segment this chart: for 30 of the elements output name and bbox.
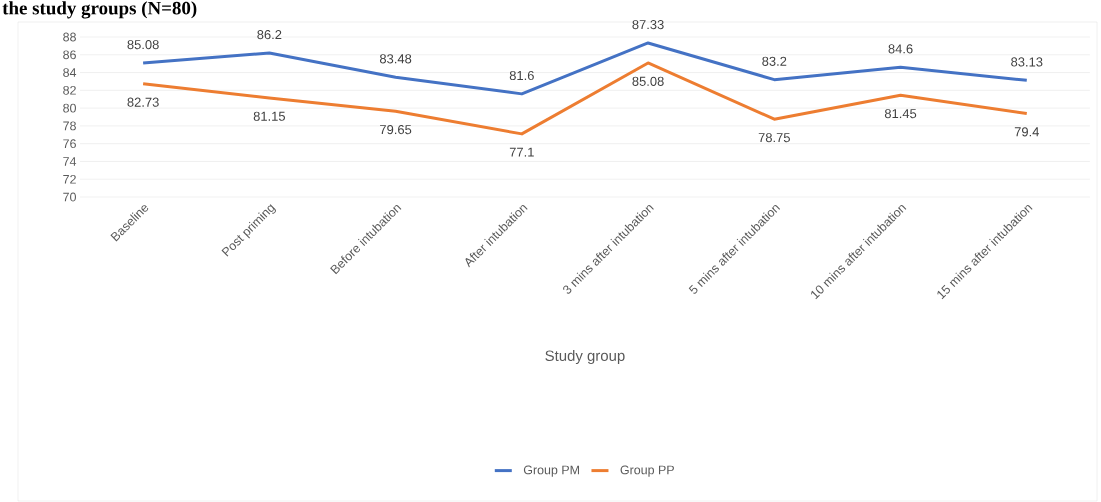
data-label: 82.73 [127,97,159,107]
data-label: 87.33 [632,20,664,30]
chart-title: the study groups (N=80) [2,1,197,19]
data-label: 85.08 [632,76,664,86]
data-label: 84.6 [888,44,913,54]
data-label: 85.08 [127,40,159,50]
data-label: 81.15 [253,111,286,121]
y-tick-label: 78 [63,121,76,131]
y-tick-label: 86 [63,50,76,60]
data-label: 77.1 [509,147,534,157]
data-label: 83.13 [1011,57,1043,67]
y-tick-label: 74 [63,157,77,166]
y-tick-label: 72 [63,174,76,184]
y-tick-label: 76 [63,139,76,149]
data-label: 79.65 [380,125,412,135]
data-label: 86.2 [257,30,282,40]
y-tick-label: 84 [63,68,77,77]
data-label: 81.45 [884,109,917,119]
data-label: 81.6 [509,70,534,81]
data-label: 83.48 [379,54,412,64]
y-tick-label: 82 [63,85,76,95]
y-tick-label: 70 [63,192,76,202]
y-tick-label: 88 [63,32,76,42]
legend-label: Group PP [620,465,674,477]
data-label: 83.2 [762,56,787,66]
data-label: 79.4 [1014,127,1040,137]
data-label: 78.75 [758,133,790,143]
x-axis-title: Study group [545,350,625,364]
legend-label: Group PM [523,465,579,477]
y-tick-label: 80 [63,103,76,113]
